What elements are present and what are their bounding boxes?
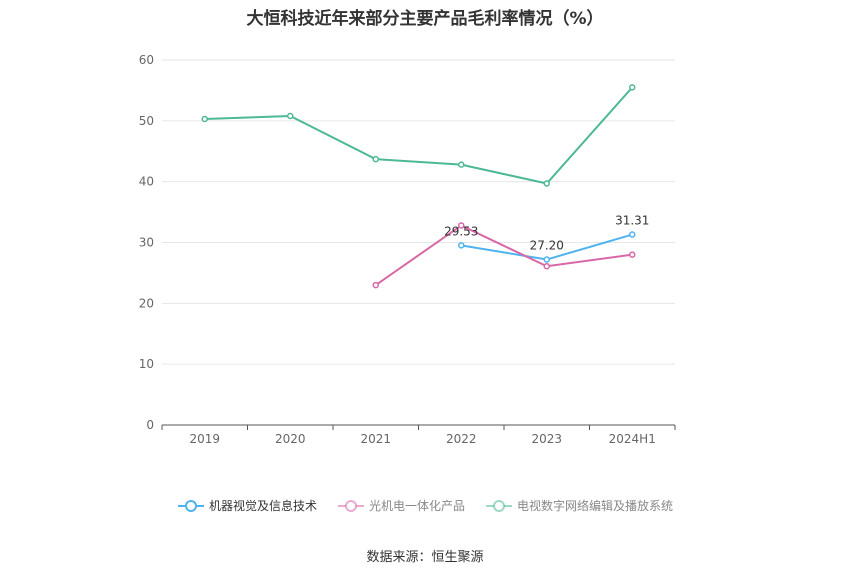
data-point: [458, 242, 465, 249]
source-note: 数据来源：恒生聚源: [366, 550, 484, 565]
data-point: [543, 256, 550, 263]
grid-lines: [162, 59, 675, 365]
x-tick-label: 2024H1: [609, 432, 656, 446]
legend-swatch-icon: [337, 499, 364, 512]
y-axis: 0 10 20 30 40 50 60: [139, 53, 154, 432]
legend-swatch-icon: [486, 499, 512, 512]
y-tick-label: 50: [139, 114, 154, 128]
data-label: 27.20: [530, 239, 564, 253]
data-point: [458, 161, 465, 168]
data-labels: 29.53 27.20 31.31: [444, 214, 649, 253]
legend-label: 光机电一体化产品: [368, 499, 465, 513]
data-point: [372, 155, 379, 163]
legend: 机器视觉及信息技术 光机电一体化产品 电视数字网络编辑及播放系统: [0, 497, 850, 514]
x-tick-label: 2023: [531, 432, 562, 446]
data-point: [201, 115, 208, 123]
data-label: 31.31: [615, 214, 649, 228]
series-line-1: [375, 224, 633, 286]
data-point: [287, 112, 294, 120]
legend-label: 机器视觉及信息技术: [208, 499, 317, 513]
y-tick-label: 40: [139, 175, 154, 189]
x-tick-label: 2019: [189, 432, 220, 446]
legend-label: 电视数字网络编辑及播放系统: [517, 499, 674, 513]
legend-item[interactable]: 电视数字网络编辑及播放系统: [485, 497, 673, 514]
data-point: [629, 84, 636, 91]
legend-item[interactable]: 机器视觉及信息技术: [177, 497, 317, 514]
y-tick-label: 60: [139, 53, 154, 67]
legend-swatch-icon: [177, 499, 204, 512]
y-tick-label: 10: [139, 357, 154, 371]
series-line-2: [204, 86, 633, 185]
y-tick-label: 20: [139, 296, 154, 310]
data-point: [372, 281, 379, 289]
data-point: [629, 231, 636, 238]
y-tick-label: 0: [146, 418, 154, 432]
data-point: [629, 251, 636, 258]
x-tick-label: 2021: [360, 432, 391, 446]
data-point: [458, 222, 465, 229]
series-lines: [201, 84, 636, 289]
chart-title: 大恒科技近年来部分主要产品毛利率情况（%）: [246, 9, 604, 29]
line-chart: 0 10 20 30 40 50 60 2019 2020 2021 2022 2023 2024H1…: [139, 53, 676, 446]
x-tick-label: 2020: [275, 432, 306, 446]
x-axis: 2019 2020 2021 2022 2023 2024H1: [161, 424, 676, 446]
data-label: 29.53: [444, 224, 478, 238]
legend-item[interactable]: 光机电一体化产品: [337, 497, 465, 514]
y-tick-label: 30: [139, 236, 154, 250]
x-tick-label: 2022: [446, 432, 477, 446]
data-point: [543, 262, 550, 270]
data-point: [543, 180, 550, 187]
